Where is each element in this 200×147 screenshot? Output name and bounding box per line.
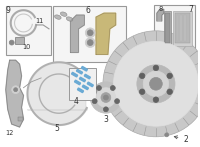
Polygon shape <box>87 82 93 87</box>
Text: 2: 2 <box>174 135 188 144</box>
Text: 10: 10 <box>22 44 31 50</box>
Bar <box>184 15 186 41</box>
Ellipse shape <box>66 17 73 21</box>
Circle shape <box>110 86 115 90</box>
Circle shape <box>103 107 108 112</box>
Circle shape <box>96 88 116 107</box>
Text: 12: 12 <box>6 130 14 136</box>
Bar <box>53 6 126 62</box>
Polygon shape <box>6 60 23 127</box>
Bar <box>180 15 182 41</box>
Ellipse shape <box>55 15 61 19</box>
Polygon shape <box>157 9 164 21</box>
Text: 3: 3 <box>103 115 108 124</box>
Circle shape <box>103 31 200 137</box>
Polygon shape <box>96 13 116 54</box>
Polygon shape <box>84 74 90 79</box>
Circle shape <box>114 41 198 126</box>
Circle shape <box>14 88 18 92</box>
Circle shape <box>92 99 97 104</box>
Circle shape <box>153 65 159 71</box>
Polygon shape <box>77 88 84 93</box>
Polygon shape <box>72 72 78 77</box>
Bar <box>6 6 51 55</box>
Ellipse shape <box>60 12 67 16</box>
Polygon shape <box>71 15 84 52</box>
Circle shape <box>97 86 101 90</box>
Circle shape <box>90 82 122 113</box>
Circle shape <box>153 97 159 102</box>
Text: 5: 5 <box>54 124 59 133</box>
Polygon shape <box>81 66 87 71</box>
Circle shape <box>150 77 162 90</box>
Bar <box>165 13 170 43</box>
Circle shape <box>12 86 20 94</box>
Bar <box>154 5 195 50</box>
Polygon shape <box>79 77 85 82</box>
Bar <box>164 11 171 46</box>
Circle shape <box>167 89 172 95</box>
Text: 9: 9 <box>5 6 10 15</box>
Text: 7: 7 <box>189 5 194 14</box>
Circle shape <box>85 28 95 38</box>
Bar <box>69 68 96 101</box>
Circle shape <box>87 40 93 46</box>
Bar <box>173 11 192 46</box>
Circle shape <box>143 71 169 97</box>
Text: 1: 1 <box>0 146 1 147</box>
Text: 4: 4 <box>74 97 79 106</box>
Text: 8: 8 <box>159 6 163 12</box>
Polygon shape <box>82 85 88 90</box>
Bar <box>175 13 190 43</box>
Bar <box>177 15 178 41</box>
Circle shape <box>139 89 145 95</box>
Circle shape <box>103 95 108 100</box>
Circle shape <box>167 73 172 79</box>
Text: 11: 11 <box>35 18 43 24</box>
Bar <box>15 37 24 44</box>
Bar <box>18 117 23 121</box>
Circle shape <box>87 30 93 36</box>
Circle shape <box>85 38 95 47</box>
Circle shape <box>101 93 111 102</box>
Circle shape <box>165 133 169 137</box>
Circle shape <box>137 65 175 103</box>
Polygon shape <box>74 80 81 85</box>
Circle shape <box>115 99 120 104</box>
Polygon shape <box>76 69 83 74</box>
Circle shape <box>9 40 14 45</box>
Text: 6: 6 <box>86 6 91 15</box>
Circle shape <box>139 73 145 79</box>
